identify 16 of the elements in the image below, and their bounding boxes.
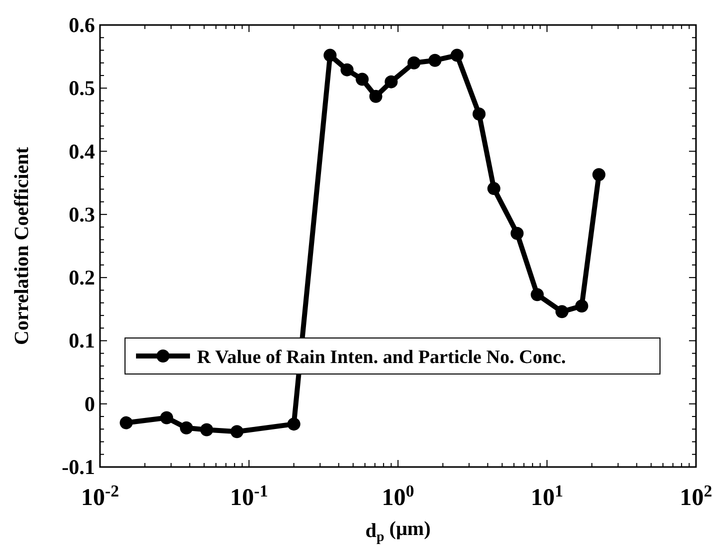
- legend-label: R Value of Rain Inten. and Particle No. Conc.: [197, 347, 566, 368]
- y-tick-label: 0.1: [68, 328, 95, 353]
- y-tick-label: 0.2: [68, 266, 95, 290]
- y-tick-label: 0.5: [68, 76, 95, 100]
- y-tick-label: 0.3: [68, 202, 95, 226]
- y-axis-title: Correlation Coefficient: [11, 146, 33, 345]
- x-tick-label: 10$^{0}$: [382, 482, 414, 511]
- y-tick-label: 0: [84, 392, 95, 416]
- y-tick-label: 0.6: [68, 13, 95, 37]
- x-axis-title: d$_{p}$ (μm): [365, 518, 431, 546]
- x-tick-label: 10$^{1}$: [530, 482, 564, 511]
- x-tick-label: 10$^{-2}$: [81, 482, 119, 511]
- x-tick-label: 10$^{-1}$: [230, 482, 268, 511]
- y-tick-label: -0.1: [62, 455, 95, 479]
- y-tick-label: 0.4: [68, 139, 96, 164]
- x-tick-label: 10$^{2}$: [680, 482, 712, 511]
